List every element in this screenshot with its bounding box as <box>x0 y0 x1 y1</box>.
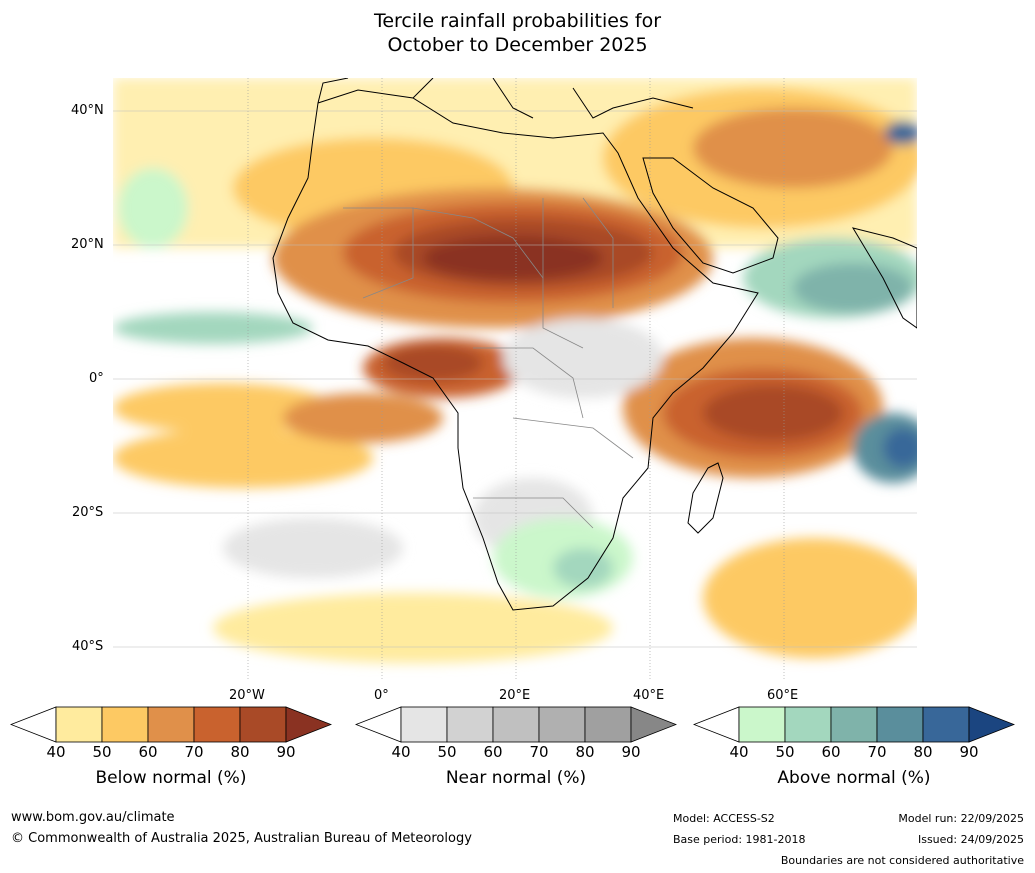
above-normal-tick-label: 80 <box>913 743 933 761</box>
india-coastline <box>851 227 917 329</box>
above-normal-tick-label: 90 <box>959 743 979 761</box>
below-normal-tick-label: 70 <box>184 743 204 761</box>
lat-label-20s: 20°S <box>72 505 104 520</box>
near-normal-tick-label: 40 <box>391 743 411 761</box>
above-normal-colorbar-min-arrow <box>693 706 740 743</box>
below-normal-tick-label: 80 <box>230 743 250 761</box>
near-normal-tick-label: 90 <box>621 743 641 761</box>
below-normal-colorbar-segment <box>55 706 103 743</box>
lat-label-40s: 40°S <box>72 639 104 654</box>
above-normal-tick-label: 60 <box>821 743 841 761</box>
above-normal-colorbar-segment <box>738 706 786 743</box>
above-normal-colorbar-segment <box>830 706 878 743</box>
lat-label-20n: 20°N <box>71 237 104 252</box>
lon-label-0: 0° <box>374 688 389 703</box>
below-normal-colorbar-segment <box>193 706 241 743</box>
below-normal-tick-label: 40 <box>46 743 66 761</box>
above-normal-colorbar-segment <box>876 706 924 743</box>
near-normal-tick-label: 80 <box>575 743 595 761</box>
below-normal-tick-label: 60 <box>138 743 158 761</box>
rainfall-probability-map <box>113 78 917 681</box>
above-normal-colorbar <box>693 706 1015 743</box>
above-normal-colorbar-max-arrow <box>968 706 1015 743</box>
near-normal-tick-label: 70 <box>529 743 549 761</box>
above-normal-colorbar-segment <box>922 706 970 743</box>
lon-label-20e: 20°E <box>499 688 531 703</box>
boundaries-disclaimer: Boundaries are not considered authoritat… <box>780 854 1024 867</box>
lat-label-40n: 40°N <box>71 103 104 118</box>
model-run-date: Model run: 22/09/2025 <box>898 812 1024 825</box>
chart-title-line2: October to December 2025 <box>387 34 648 56</box>
near-normal-colorbar-segment <box>446 706 494 743</box>
near-normal-tick-label: 50 <box>437 743 457 761</box>
near-normal-colorbar <box>355 706 677 743</box>
country-borders <box>343 197 634 529</box>
below-normal-colorbar-max-arrow <box>285 706 332 743</box>
below-normal-tick-label: 90 <box>276 743 296 761</box>
issued-date: Issued: 24/09/2025 <box>917 833 1024 846</box>
copyright-text: © Commonwealth of Australia 2025, Austra… <box>11 831 472 846</box>
below-normal-colorbar-segment <box>101 706 149 743</box>
above-normal-colorbar-segment <box>784 706 832 743</box>
base-period: Base period: 1981-2018 <box>673 833 806 846</box>
near-normal-colorbar-max-arrow <box>630 706 677 743</box>
near-normal-colorbar-segment <box>584 706 632 743</box>
above-normal-legend-label: Above normal (%) <box>777 768 931 788</box>
europe-coastline <box>317 78 694 119</box>
near-normal-tick-label: 60 <box>483 743 503 761</box>
above-normal-tick-label: 70 <box>867 743 887 761</box>
near-normal-legend-label: Near normal (%) <box>445 768 587 788</box>
near-normal-colorbar-segment <box>492 706 540 743</box>
model-name: Model: ACCESS-S2 <box>673 812 775 825</box>
above-normal-tick-label: 40 <box>729 743 749 761</box>
lon-label-40e: 40°E <box>633 688 665 703</box>
probability-shading <box>113 78 917 663</box>
below-normal-legend-label: Below normal (%) <box>95 768 247 788</box>
near-normal-colorbar-min-arrow <box>355 706 402 743</box>
lat-label-equator: 0° <box>89 371 104 386</box>
map-canvas <box>113 78 917 681</box>
near-normal-colorbar-segment <box>400 706 448 743</box>
above-normal-tick-label: 50 <box>775 743 795 761</box>
lon-label-60e: 60°E <box>767 688 799 703</box>
africa-coastline <box>272 89 759 611</box>
near-normal-colorbar-segment <box>538 706 586 743</box>
arabia-coastline <box>642 157 779 274</box>
below-normal-tick-label: 50 <box>92 743 112 761</box>
madagascar-coastline <box>687 462 724 534</box>
chart-title-line1: Tercile rainfall probabilities for <box>373 10 662 32</box>
below-normal-colorbar-segment <box>147 706 195 743</box>
below-normal-colorbar <box>10 706 332 743</box>
lon-label-20w: 20°W <box>229 688 265 703</box>
below-normal-colorbar-min-arrow <box>10 706 57 743</box>
website-link[interactable]: www.bom.gov.au/climate <box>11 810 175 825</box>
below-normal-colorbar-segment <box>239 706 287 743</box>
